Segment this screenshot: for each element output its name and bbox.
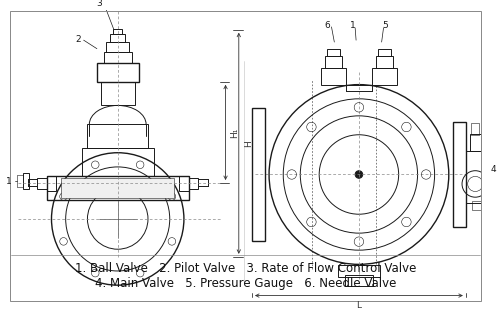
Text: 4. Main Valve   5. Pressure Gauge   6. Needle Valve: 4. Main Valve 5. Pressure Gauge 6. Needl… (94, 277, 396, 290)
Bar (325, 56, 342, 68)
Text: 6: 6 (325, 20, 330, 30)
Bar (327, 49, 340, 56)
Bar (110, 35, 126, 42)
Bar (344, 275, 373, 286)
Text: H₁: H₁ (230, 127, 239, 138)
Bar (252, 108, 266, 241)
Bar (378, 49, 391, 56)
Bar (100, 82, 134, 105)
Text: 3: 3 (96, 0, 102, 8)
Bar (47, 176, 189, 200)
Text: H: H (244, 140, 252, 147)
Bar (376, 56, 393, 68)
Bar (179, 176, 188, 191)
Text: 1: 1 (350, 20, 356, 30)
Bar (88, 124, 148, 148)
Text: 2: 2 (75, 35, 81, 44)
Bar (472, 123, 479, 135)
Circle shape (355, 171, 362, 178)
Bar (61, 178, 174, 198)
Bar (372, 68, 397, 85)
Bar (188, 178, 198, 189)
Bar (470, 134, 481, 151)
Bar (82, 148, 154, 176)
Text: 4: 4 (490, 165, 496, 174)
Bar (106, 42, 129, 52)
Text: 1: 1 (6, 177, 12, 186)
Text: L: L (356, 301, 362, 309)
Bar (97, 63, 138, 82)
Text: 1. Ball Valve   2. Pilot Valve   3. Rate of Flow Control Valve: 1. Ball Valve 2. Pilot Valve 3. Rate of … (74, 262, 416, 275)
Bar (452, 122, 466, 226)
Bar (104, 52, 132, 63)
Bar (38, 178, 47, 189)
Bar (338, 265, 380, 277)
Bar (23, 173, 29, 189)
Text: 5: 5 (382, 20, 388, 30)
Bar (472, 201, 484, 210)
Bar (47, 176, 56, 191)
Bar (321, 68, 345, 85)
Bar (113, 29, 122, 35)
Bar (466, 151, 484, 203)
